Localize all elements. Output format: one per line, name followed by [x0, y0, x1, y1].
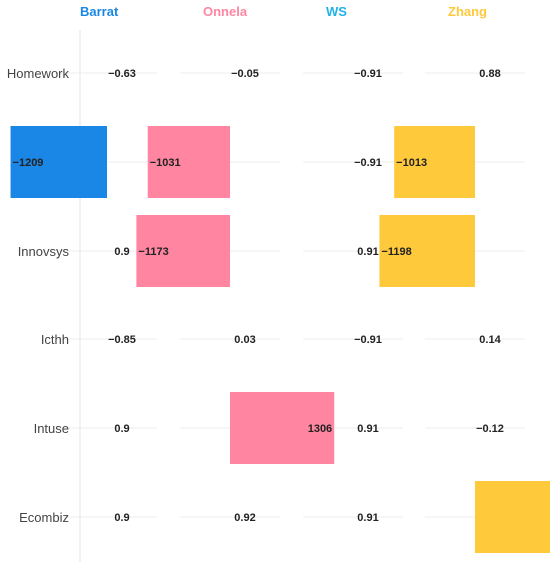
bar	[147, 126, 230, 198]
value-label: −0.91	[354, 334, 382, 346]
value-label: 0.91	[357, 512, 378, 524]
value-label: 0.14	[479, 334, 501, 346]
value-label: −0.63	[108, 68, 136, 80]
value-label: 0.9	[114, 246, 129, 258]
value-label: −1031	[150, 157, 181, 169]
category-label-intuse: Intuse	[34, 421, 69, 436]
bar	[230, 392, 335, 464]
value-label: 0.03	[234, 334, 255, 346]
value-label: −0.91	[354, 68, 382, 80]
value-label: −1013	[396, 157, 427, 169]
series-header-barrat: Barrat	[80, 4, 119, 19]
value-label: 0.92	[234, 512, 255, 524]
value-label: 0.9	[114, 423, 129, 435]
category-label-icthh: Icthh	[41, 332, 69, 347]
bar	[394, 126, 475, 198]
series-header-ws: WS	[326, 4, 347, 19]
value-label: 0.91	[357, 246, 378, 258]
bar	[136, 215, 230, 287]
value-label: 0.9	[114, 512, 129, 524]
value-label: 0.88	[479, 68, 500, 80]
series-header-zhang: Zhang	[448, 4, 487, 19]
bar	[379, 215, 475, 287]
value-label: −0.05	[231, 68, 259, 80]
category-label-homework: Homework	[7, 66, 70, 81]
series-header-onnela: Onnela	[203, 4, 248, 19]
value-label: −0.91	[354, 157, 382, 169]
value-label: −0.85	[108, 334, 136, 346]
value-label: −1209	[13, 157, 44, 169]
category-label-ecombiz: Ecombiz	[19, 510, 69, 525]
bar	[10, 126, 108, 198]
value-label: −1173	[138, 246, 168, 258]
bar	[475, 481, 550, 553]
value-label: 0.91	[357, 423, 378, 435]
value-label: −0.12	[476, 423, 504, 435]
value-label: −1198	[381, 246, 411, 258]
category-label-innovsys: Innovsys	[18, 244, 70, 259]
value-label: 1306	[308, 423, 332, 435]
